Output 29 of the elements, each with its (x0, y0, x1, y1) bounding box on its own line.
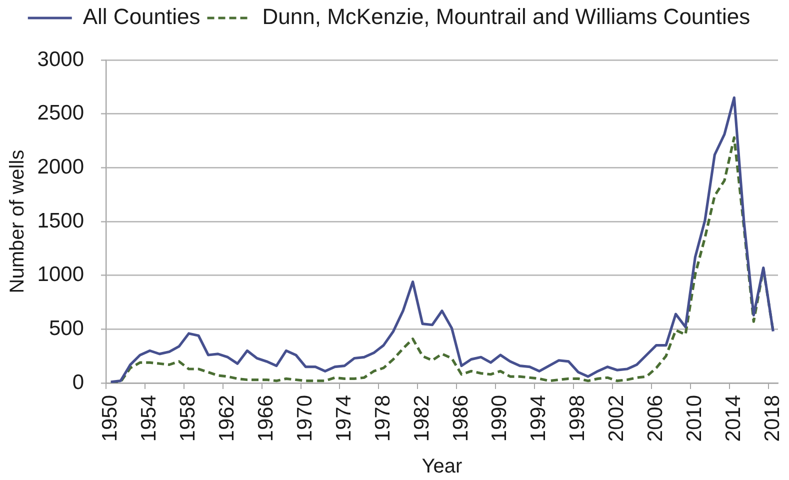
x-tick-label: 1974 (332, 394, 356, 442)
y-tick-label: 2000 (37, 155, 84, 178)
x-axis-title: Year (422, 456, 463, 478)
legend-label: Dunn, McKenzie, Mountrail and Williams Counties (262, 4, 750, 30)
x-tick-label: 1978 (371, 395, 394, 442)
legend-label: All Counties (82, 4, 200, 30)
x-tick-label: 1962 (216, 395, 239, 442)
y-tick-label: 1500 (37, 209, 84, 232)
x-tick-label: 2018 (760, 395, 784, 442)
x-tick-label: 1970 (293, 395, 316, 442)
y-tick-label: 0 (72, 370, 84, 394)
x-tick-label: 1954 (138, 394, 161, 442)
x-tick-label: 1994 (527, 394, 550, 442)
y-tick-label: 3000 (37, 48, 84, 71)
x-tick-label: 1958 (176, 395, 200, 442)
x-tick-label: 2002 (605, 395, 628, 442)
x-tick-label: 1986 (449, 395, 472, 442)
y-tick-label: 1000 (37, 263, 84, 286)
x-tick-label: 1990 (488, 395, 512, 442)
x-tick-label: 2010 (683, 395, 706, 442)
y-tick-label: 2500 (37, 102, 84, 125)
y-tick-label: 500 (48, 316, 84, 340)
x-tick-label: 1950 (98, 395, 122, 442)
x-tick-label: 1982 (410, 395, 434, 442)
y-axis-title: Number of wells (6, 150, 29, 294)
x-tick-label: 2014 (722, 394, 745, 442)
x-tick-label: 1998 (566, 395, 590, 442)
x-tick-label: 2006 (644, 395, 668, 442)
x-tick-label: 1966 (254, 395, 278, 442)
